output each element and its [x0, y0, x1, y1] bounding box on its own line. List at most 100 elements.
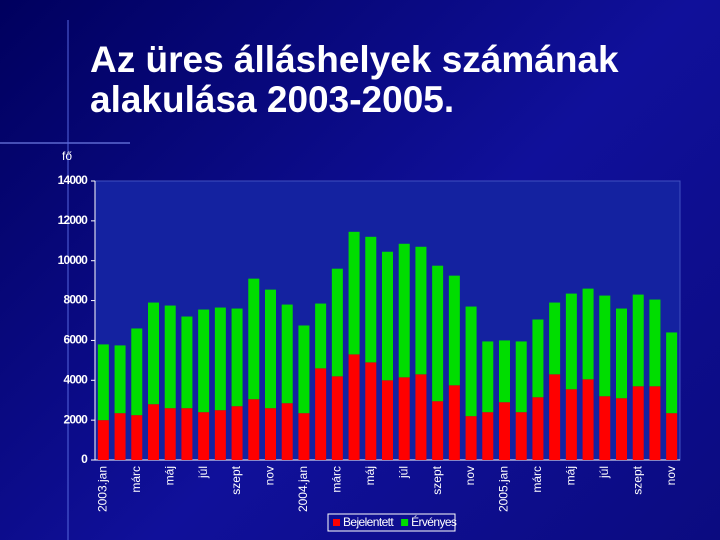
bar-segment — [231, 308, 243, 407]
bar-segment — [365, 236, 377, 363]
bar-segment — [482, 341, 494, 413]
bar-segment — [599, 295, 611, 397]
bar-segment — [131, 415, 143, 460]
bar-segment — [666, 413, 678, 460]
bar-segment — [465, 306, 477, 417]
x-tick-label: júl — [196, 466, 210, 479]
bar-segment — [565, 389, 577, 460]
x-tick-label: szept — [430, 465, 444, 494]
bar-segment — [198, 412, 210, 460]
bar-segment — [616, 398, 627, 460]
bar-segment — [515, 412, 527, 460]
bar-segment — [315, 368, 327, 460]
y-tick-label: 12000 — [58, 213, 88, 227]
bar-segment — [549, 374, 561, 460]
x-tick-label: 2003.jan — [96, 466, 110, 512]
y-tick-label: 8000 — [64, 293, 89, 307]
bar-segment — [331, 268, 343, 377]
bar-segment — [599, 396, 611, 460]
y-tick-label: 0 — [81, 452, 88, 466]
bar-segment — [248, 278, 260, 400]
bar-segment — [298, 325, 310, 414]
bar-segment — [432, 401, 444, 460]
legend-box — [327, 513, 456, 532]
bar-segment — [382, 251, 393, 381]
y-tick-label: 14000 — [58, 173, 88, 187]
bar-segment — [231, 406, 243, 460]
legend-label: Érvényes — [411, 514, 457, 529]
bar-segment — [281, 304, 293, 404]
bar-segment — [515, 341, 527, 413]
bar-segment — [164, 408, 176, 460]
legend-label: Bejelentett — [343, 515, 394, 529]
x-tick-label: nov — [463, 466, 477, 485]
bar-segment — [97, 344, 109, 421]
bar-segment — [616, 308, 627, 399]
x-tick-label: szept — [630, 465, 644, 494]
y-tick-label: 2000 — [64, 412, 89, 426]
bar-segment — [265, 289, 276, 409]
bar-segment — [415, 374, 427, 460]
bar-segment — [348, 354, 360, 460]
bar-segment — [415, 246, 427, 375]
y-tick-label: 4000 — [64, 372, 89, 386]
x-tick-label: 2004.jan — [296, 466, 310, 512]
bar-segment — [148, 302, 159, 405]
y-axis-label: fő — [62, 149, 72, 163]
x-tick-label: nov — [263, 466, 277, 485]
x-tick-label: máj — [363, 466, 377, 485]
bar-segment — [465, 416, 477, 460]
x-tick-label: nov — [664, 466, 678, 485]
bar-segment — [214, 307, 226, 411]
bar-segment — [632, 294, 644, 387]
bar-segment — [532, 319, 544, 398]
bar-segment — [131, 328, 143, 416]
bar-segment — [365, 362, 377, 460]
x-tick-label: márc — [129, 466, 143, 493]
legend-swatch — [401, 519, 409, 526]
bar-segment — [181, 408, 193, 460]
bar-segment — [281, 403, 293, 460]
bar-segment — [198, 309, 210, 413]
x-tick-label: máj — [564, 466, 578, 485]
bar-segment — [582, 288, 594, 380]
bar-segment — [248, 399, 260, 460]
bar-segment — [448, 385, 460, 460]
bar-segment — [114, 413, 126, 460]
chart-title: Az üres álláshelyek számának alakulása 2… — [90, 39, 619, 120]
bar-segment — [331, 376, 343, 460]
x-tick-label: júl — [396, 466, 410, 479]
bar-segment — [164, 305, 176, 409]
bar-segment — [382, 380, 393, 460]
bar-segment — [181, 316, 193, 409]
x-tick-label: márc — [330, 466, 344, 493]
bar-segment — [315, 303, 327, 369]
x-tick-label: júl — [597, 466, 611, 479]
bar-segment — [398, 243, 410, 378]
bar-segment — [649, 386, 661, 460]
bar-segment — [298, 413, 310, 460]
bar-segment — [148, 404, 159, 460]
bar-segment — [532, 397, 544, 460]
bar-segment — [565, 293, 577, 390]
bar-segment — [214, 410, 226, 460]
bar-segment — [482, 412, 494, 460]
bar-segment — [265, 408, 276, 460]
bar-segment — [632, 386, 644, 460]
bar-segment — [432, 265, 444, 402]
x-tick-label: márc — [530, 466, 544, 493]
legend-swatch — [333, 519, 340, 526]
x-tick-label: szept — [229, 465, 243, 494]
x-tick-label: máj — [162, 466, 176, 485]
bar-segment — [549, 302, 561, 375]
y-tick-label: 6000 — [64, 333, 89, 347]
bar-segment — [398, 377, 410, 460]
bar-segment — [114, 345, 126, 414]
bar-segment — [499, 340, 510, 403]
y-tick-label: 10000 — [58, 253, 88, 267]
bar-segment — [649, 299, 661, 387]
bar-segment — [448, 275, 460, 386]
bar-segment — [582, 379, 594, 460]
